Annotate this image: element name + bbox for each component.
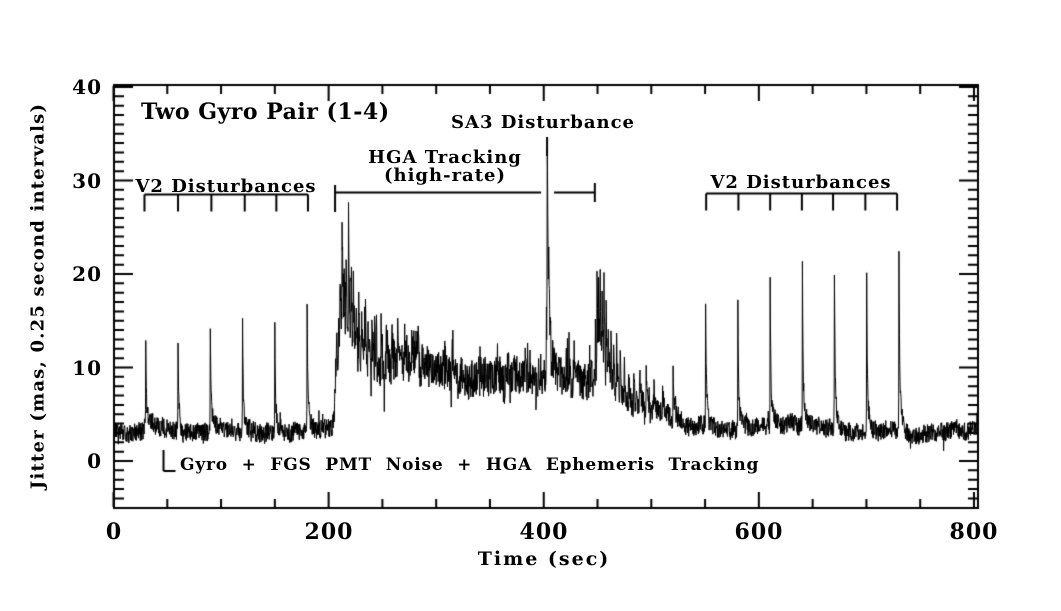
annotation-gyro-noise: Gyro + FGS PMT Noise + HGA Ephemeris Tra… [180,455,760,475]
x-tick-label-0: 0 [105,519,123,545]
y-tick-label-0: 0 [87,449,102,473]
x-tick-label-600: 600 [734,519,784,545]
y-tick-label-10: 10 [72,355,102,380]
y-tick-label-30: 30 [72,168,102,193]
annotation-hga-tracking: HGA Tracking (high-rate) [368,149,522,185]
x-axis-title: Time (sec) [477,548,611,570]
y-tick-label-20: 20 [72,262,102,286]
annotation-v2-disturbances-left: V2 Disturbances [135,176,317,197]
annotation-v2-disturbances-right: V2 Disturbances [710,172,892,193]
plot-title: Two Gyro Pair (1-4) [141,99,390,125]
x-tick-label-400: 400 [519,519,569,545]
x-tick-label-200: 200 [304,519,354,545]
annotation-hga-line2: (high-rate) [383,165,507,186]
y-tick-label-40: 40 [72,75,102,99]
annotation-hga-line1: HGA Tracking [368,147,522,168]
x-tick-label-800: 800 [949,519,999,545]
annotation-sa3-disturbance: SA3 Disturbance [451,112,635,133]
